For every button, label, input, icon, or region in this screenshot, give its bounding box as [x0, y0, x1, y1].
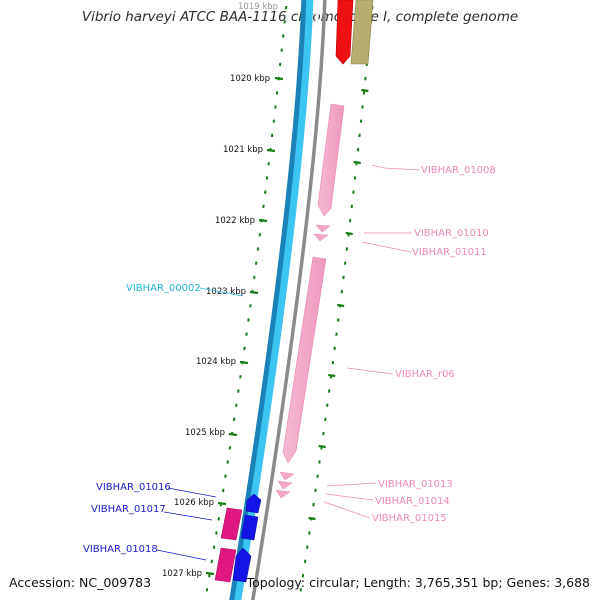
- tick-label-1021: 1021 kbp: [223, 145, 263, 155]
- gene-label: VIBHAR_r06: [395, 369, 455, 380]
- gene-vibhar-01011: [313, 233, 329, 242]
- map-title: Vibrio harveyi ATCC BAA-1116 chromosome …: [81, 9, 519, 25]
- backbone-grey: [251, 0, 327, 600]
- tick-label-1027: 1027 kbp: [162, 569, 202, 579]
- tick-label-1025: 1025 kbp: [185, 428, 225, 438]
- genome-summary-text: Topology: circular; Length: 3,765,351 bp…: [246, 575, 590, 590]
- major-tick-outer: [308, 516, 316, 521]
- gene-label: VIBHAR_01008: [421, 165, 496, 176]
- major-tick-1023: [249, 290, 259, 295]
- gene-label: VIBHAR_01013: [378, 479, 453, 490]
- leader-vibhar-r06: [346, 367, 394, 375]
- tick-label-1020: 1020 kbp: [230, 74, 270, 84]
- leader-vibhar-01017: [163, 511, 213, 521]
- major-tick-outer: [336, 303, 345, 308]
- gene-label: VIBHAR_01018: [83, 544, 158, 555]
- gene-vibhar-01018: [232, 547, 252, 583]
- tick-label-1022: 1022 kbp: [215, 216, 255, 226]
- gene-olive: [350, 0, 374, 65]
- tick-label-1026: 1026 kbp: [174, 498, 214, 508]
- major-tick-outer: [328, 373, 336, 378]
- tick-label-1023: 1023 kbp: [206, 287, 246, 297]
- tick-label-1019: 1019 kbp: [238, 2, 278, 12]
- major-tick-1021: [266, 148, 276, 153]
- major-tick-1020: [274, 76, 284, 81]
- gene-magenta-1: [220, 507, 243, 541]
- tick-label-1024: 1024 kbp: [196, 357, 236, 367]
- major-tick-outer: [353, 160, 361, 165]
- major-tick-outer: [361, 88, 369, 93]
- gene-vibhar-01014: [277, 480, 293, 490]
- gene-vibhar-01013: [279, 471, 295, 481]
- gene-vibhar-01008: [317, 103, 345, 217]
- gene-label: VIBHAR_01017: [91, 504, 166, 515]
- major-tick-1025: [228, 432, 238, 437]
- leader-vibhar-01008: [371, 164, 421, 171]
- leader-vibhar-01013: [326, 482, 377, 487]
- gene-label: VIBHAR_01016: [96, 482, 171, 493]
- leader-vibhar-01016: [167, 487, 217, 498]
- gene-magenta-2: [214, 547, 237, 583]
- leader-vibhar-01014: [325, 493, 374, 501]
- gene-red: [335, 0, 354, 65]
- gene-vibhar-01017: [240, 514, 259, 541]
- accession-text: Accession: NC_009783: [9, 575, 152, 590]
- gene-vibhar-01016: [245, 493, 262, 514]
- gene-label: VIBHAR_01015: [372, 513, 447, 524]
- major-tick-1026: [217, 501, 227, 506]
- leader-vibhar-01015: [323, 501, 371, 519]
- major-tick-outer: [345, 231, 353, 236]
- gene-label: VIBHAR_00002: [126, 283, 201, 294]
- gene-label: VIBHAR_01010: [414, 228, 489, 239]
- gene-label: VIBHAR_01014: [375, 496, 450, 507]
- backbone-white: [244, 0, 320, 600]
- major-tick-outer: [318, 444, 326, 449]
- major-tick-1022: [258, 218, 268, 223]
- gene-label: VIBHAR_01011: [412, 247, 487, 258]
- gene-vibhar-01015: [275, 489, 291, 499]
- major-tick-1027: [205, 571, 215, 576]
- gene-vibhar-r06: [282, 256, 327, 464]
- gene-vibhar-01010: [315, 224, 331, 233]
- leader-vibhar-01011: [361, 241, 412, 253]
- leader-vibhar-01018: [156, 549, 207, 561]
- major-tick-1024: [239, 360, 249, 365]
- leader-vibhar-00002: [199, 287, 244, 297]
